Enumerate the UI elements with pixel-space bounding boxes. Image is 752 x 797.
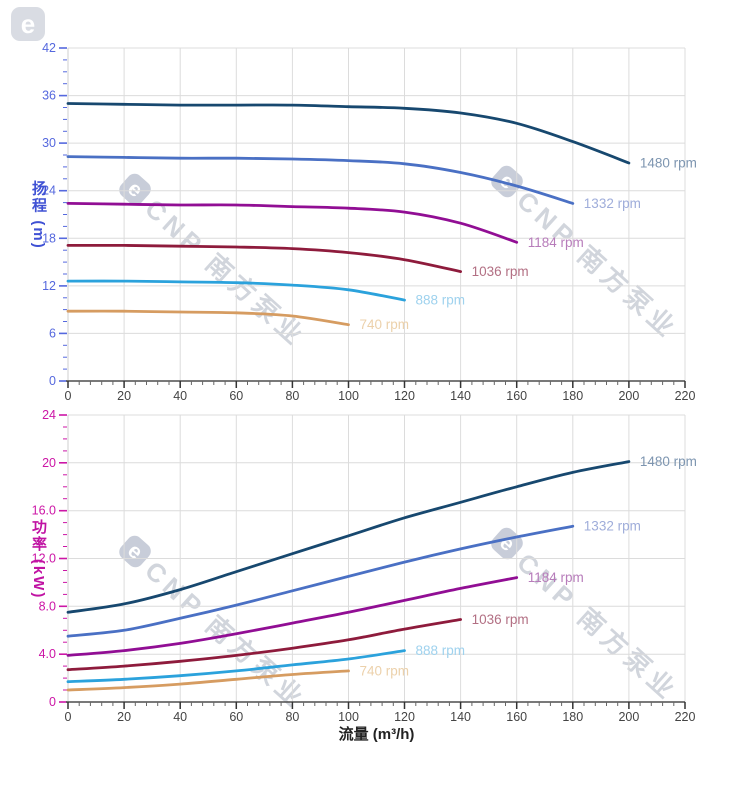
y-tick-label: 36 (42, 89, 56, 103)
y-tick-label: 24 (42, 184, 56, 198)
y-tick-label: 16.0 (32, 504, 56, 518)
curve-1036-rpm (66, 618, 462, 672)
x-tick-label: 120 (394, 389, 415, 403)
x-tick-label: 140 (450, 389, 471, 403)
x-tick-label: 0 (65, 710, 72, 724)
y-tick-label: 24 (42, 408, 56, 422)
head-axis-title: 扬程 (m) (30, 180, 47, 250)
x-tick-label: 40 (173, 389, 187, 403)
x-tick-label: 60 (229, 710, 243, 724)
x-tick-label: 80 (285, 389, 299, 403)
x-tick-label: 20 (117, 389, 131, 403)
x-tick-label: 0 (65, 389, 72, 403)
curve-label-1036-rpm: 1036 rpm (472, 612, 529, 627)
curve-label-888-rpm: 888 rpm (416, 293, 466, 308)
x-tick-label: 120 (394, 710, 415, 724)
x-tick-label: 200 (618, 710, 639, 724)
y-tick-label: 0 (49, 695, 56, 709)
y-tick-label: 18 (42, 231, 56, 245)
curve-label-1480-rpm: 1480 rpm (640, 156, 697, 171)
y-tick-label: 6 (49, 326, 56, 340)
x-tick-label: 100 (338, 389, 359, 403)
head-chart: 0 6 12 18 24 30 36 42 0 20 40 60 80 100 120 140 160 180 20… (42, 41, 697, 403)
curve-label-1332-rpm: 1332 rpm (584, 196, 641, 211)
curve-label-740-rpm: 740 rpm (360, 663, 410, 678)
x-tick-label: 20 (117, 710, 131, 724)
curve-label-1036-rpm: 1036 rpm (472, 264, 529, 279)
x-tick-label: 160 (506, 710, 527, 724)
x-tick-label: 140 (450, 710, 471, 724)
x-tick-label: 60 (229, 389, 243, 403)
x-tick-label: 100 (338, 710, 359, 724)
curve-740-rpm (66, 309, 350, 327)
flow-axis-title: 流量 (m³/h) (338, 726, 415, 743)
curve-1332-rpm (66, 155, 575, 205)
cnp-corner-logo-icon: e (11, 7, 45, 41)
curve-label-1480-rpm: 1480 rpm (640, 454, 697, 469)
x-tick-label: 220 (675, 389, 696, 403)
x-tick-label: 200 (618, 389, 639, 403)
curve-1184-rpm (66, 576, 519, 657)
curve-1480-rpm (66, 102, 631, 165)
curve-label-1184-rpm: 1184 rpm (528, 235, 584, 250)
x-tick-label: 40 (173, 710, 187, 724)
x-tick-label: 180 (562, 710, 583, 724)
x-tick-label: 80 (285, 710, 299, 724)
x-tick-label: 160 (506, 389, 527, 403)
y-tick-label: 12.0 (32, 552, 56, 566)
y-tick-label: 20 (42, 456, 56, 470)
power-axis-title: 功率 (kW) (30, 518, 47, 600)
y-tick-label: 30 (42, 136, 56, 150)
x-tick-label: 180 (562, 389, 583, 403)
y-tick-label: 8.0 (39, 599, 56, 613)
y-tick-label: 42 (42, 41, 56, 55)
x-tick-label: 220 (675, 710, 696, 724)
y-tick-label: 4.0 (39, 647, 56, 661)
curve-label-1184-rpm: 1184 rpm (528, 570, 584, 585)
curve-label-1332-rpm: 1332 rpm (584, 519, 641, 534)
curve-label-740-rpm: 740 rpm (360, 317, 410, 332)
power-chart: 0 4.0 8.0 12.0 16.0 20 24 0 20 40 60 80 100 120 140 160… (32, 408, 697, 724)
y-tick-label: 0 (49, 374, 56, 388)
curve-label-888-rpm: 888 rpm (416, 643, 466, 658)
curve-740-rpm (66, 669, 350, 692)
curve-888-rpm (66, 649, 406, 684)
curve-1036-rpm (66, 243, 462, 273)
curve-1480-rpm (66, 460, 631, 614)
curve-888-rpm (66, 279, 406, 302)
y-tick-label: 12 (42, 279, 56, 293)
